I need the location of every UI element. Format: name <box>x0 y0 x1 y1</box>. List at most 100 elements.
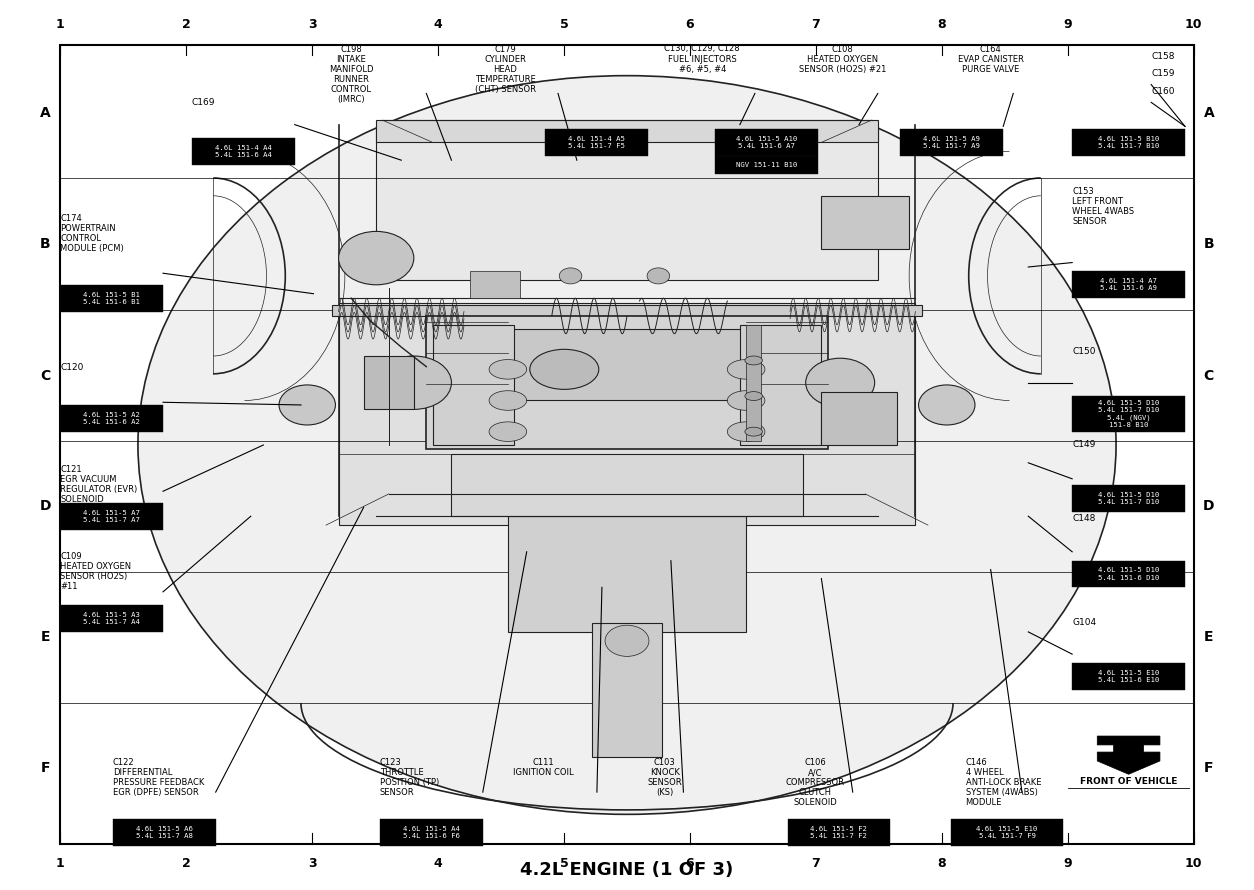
Bar <box>508 516 746 632</box>
Bar <box>1072 561 1185 587</box>
Text: C179
CYLINDER
HEAD
TEMPERATURE
(CHT) SENSOR: C179 CYLINDER HEAD TEMPERATURE (CHT) SEN… <box>475 44 535 93</box>
Text: 4.6L 151-5 A10
5.4L 151-6 A7: 4.6L 151-5 A10 5.4L 151-6 A7 <box>736 136 796 149</box>
Text: 2: 2 <box>182 19 191 31</box>
Text: 5: 5 <box>559 857 568 870</box>
Text: A: A <box>40 106 50 120</box>
Text: 4.6L 151-5 A6
5.4L 151-7 A8: 4.6L 151-5 A6 5.4L 151-7 A8 <box>135 826 193 838</box>
Bar <box>715 129 818 156</box>
Text: 3: 3 <box>307 19 316 31</box>
Ellipse shape <box>489 360 527 379</box>
Bar <box>60 44 1194 844</box>
Bar <box>746 325 761 441</box>
Text: 4.6L 151-5 A7
5.4L 151-7 A7: 4.6L 151-5 A7 5.4L 151-7 A7 <box>83 510 140 522</box>
Text: A: A <box>1204 106 1214 120</box>
Ellipse shape <box>376 356 451 409</box>
Bar <box>332 305 922 316</box>
Text: C169: C169 <box>192 98 216 107</box>
Text: 4.6L 151-4 A4
5.4L 151-6 A4: 4.6L 151-4 A4 5.4L 151-6 A4 <box>214 145 272 158</box>
Text: 4.6L 151-5 D10
5.4L 151-6 D10: 4.6L 151-5 D10 5.4L 151-6 D10 <box>1099 568 1159 580</box>
Bar <box>364 356 414 409</box>
Bar <box>1072 663 1185 690</box>
Polygon shape <box>1097 736 1160 774</box>
Ellipse shape <box>727 391 765 410</box>
Ellipse shape <box>745 356 762 365</box>
Text: C: C <box>1204 368 1214 383</box>
Text: 10: 10 <box>1185 857 1203 870</box>
Ellipse shape <box>745 392 762 401</box>
Ellipse shape <box>280 384 336 425</box>
Text: 10: 10 <box>1185 19 1203 31</box>
Bar <box>426 316 828 449</box>
Ellipse shape <box>559 268 582 284</box>
Text: C109
HEATED OXYGEN
SENSOR (HO2S)
#11: C109 HEATED OXYGEN SENSOR (HO2S) #11 <box>60 552 132 591</box>
Text: C159: C159 <box>1151 69 1175 78</box>
Bar <box>451 454 803 516</box>
Text: B: B <box>40 237 50 251</box>
Text: C121
EGR VACUUM
REGULATOR (EVR)
SOLENOID: C121 EGR VACUUM REGULATOR (EVR) SOLENOID <box>60 465 138 504</box>
Bar <box>592 623 662 756</box>
Text: 4: 4 <box>434 19 443 31</box>
Bar <box>1072 485 1185 512</box>
Text: C120: C120 <box>60 363 84 372</box>
Text: 2: 2 <box>182 857 191 870</box>
Text: C103
KNOCK
SENSOR
(KS): C103 KNOCK SENSOR (KS) <box>647 758 682 797</box>
Bar <box>376 125 878 280</box>
Bar <box>951 819 1063 846</box>
Ellipse shape <box>138 76 1116 814</box>
Text: C: C <box>40 368 50 383</box>
Text: 4.6L 151-5 E10
5.4L 151-6 E10: 4.6L 151-5 E10 5.4L 151-6 E10 <box>1099 670 1159 683</box>
Ellipse shape <box>647 268 670 284</box>
Text: 1: 1 <box>56 19 64 31</box>
Text: 6: 6 <box>686 857 695 870</box>
Text: C108
HEATED OXYGEN
SENSOR (HO2S) #21: C108 HEATED OXYGEN SENSOR (HO2S) #21 <box>799 44 887 74</box>
Ellipse shape <box>806 358 875 408</box>
Bar <box>1072 129 1185 156</box>
Bar <box>1072 396 1185 432</box>
Text: 3: 3 <box>307 857 316 870</box>
Bar <box>60 405 163 432</box>
Text: 4.6L 151-5 F2
5.4L 151-7 F2: 4.6L 151-5 F2 5.4L 151-7 F2 <box>810 826 868 838</box>
Bar <box>715 156 818 174</box>
Text: C106
A/C
COMPRESSOR
CLUTCH
SOLENOID: C106 A/C COMPRESSOR CLUTCH SOLENOID <box>785 758 845 807</box>
Text: 4: 4 <box>434 857 443 870</box>
Bar <box>740 325 821 445</box>
Text: 8: 8 <box>938 19 947 31</box>
Text: 4.6L 151-5 B1
5.4L 151-6 B1: 4.6L 151-5 B1 5.4L 151-6 B1 <box>83 292 140 304</box>
Text: 4.6L 151-5 B10
5.4L 151-7 B10: 4.6L 151-5 B10 5.4L 151-7 B10 <box>1099 136 1159 149</box>
Text: E: E <box>1204 630 1214 644</box>
Bar <box>380 819 483 846</box>
Ellipse shape <box>604 625 650 656</box>
Text: 5: 5 <box>559 19 568 31</box>
Text: C150: C150 <box>1072 347 1096 356</box>
Text: C111
IGNITION COIL: C111 IGNITION COIL <box>513 758 573 777</box>
Text: 4.6L 151-5 A9
5.4L 151-7 A9: 4.6L 151-5 A9 5.4L 151-7 A9 <box>923 136 981 149</box>
Text: C146
4 WHEEL
ANTI-LOCK BRAKE
SYSTEM (4WABS)
MODULE: C146 4 WHEEL ANTI-LOCK BRAKE SYSTEM (4WA… <box>966 758 1041 807</box>
Text: 9: 9 <box>1063 19 1072 31</box>
Text: C123
THROTTLE
POSITION (TP)
SENSOR: C123 THROTTLE POSITION (TP) SENSOR <box>380 758 439 797</box>
Text: 8: 8 <box>938 857 947 870</box>
Bar <box>788 819 890 846</box>
Ellipse shape <box>530 349 599 390</box>
Text: F: F <box>40 761 50 775</box>
Text: 4.6L 151-5 D10
5.4L 151-7 D10
5.4L (NGV)
151-8 B10: 4.6L 151-5 D10 5.4L 151-7 D10 5.4L (NGV)… <box>1099 400 1159 428</box>
Text: E: E <box>40 630 50 644</box>
Text: 4.6L 151-4 A7
5.4L 151-6 A9: 4.6L 151-4 A7 5.4L 151-6 A9 <box>1100 279 1157 291</box>
Bar <box>900 129 1003 156</box>
Bar <box>433 325 514 445</box>
Text: C130, C129, C128
FUEL INJECTORS
#6, #5, #4: C130, C129, C128 FUEL INJECTORS #6, #5, … <box>665 44 740 74</box>
Text: 7: 7 <box>811 857 820 870</box>
Text: 7: 7 <box>811 19 820 31</box>
Ellipse shape <box>745 427 762 436</box>
Ellipse shape <box>918 384 976 425</box>
Text: NGV 151-11 B10: NGV 151-11 B10 <box>736 162 796 167</box>
Bar <box>470 271 520 298</box>
Ellipse shape <box>727 360 765 379</box>
Text: C174
POWERTRAIN
CONTROL
MODULE (PCM): C174 POWERTRAIN CONTROL MODULE (PCM) <box>60 214 124 253</box>
Ellipse shape <box>489 422 527 441</box>
Text: 9: 9 <box>1063 857 1072 870</box>
Ellipse shape <box>489 391 527 410</box>
Text: 4.6L 151-5 A2
5.4L 151-6 A2: 4.6L 151-5 A2 5.4L 151-6 A2 <box>83 412 140 425</box>
Bar <box>376 120 878 142</box>
Bar <box>192 138 295 165</box>
Bar <box>339 303 915 525</box>
